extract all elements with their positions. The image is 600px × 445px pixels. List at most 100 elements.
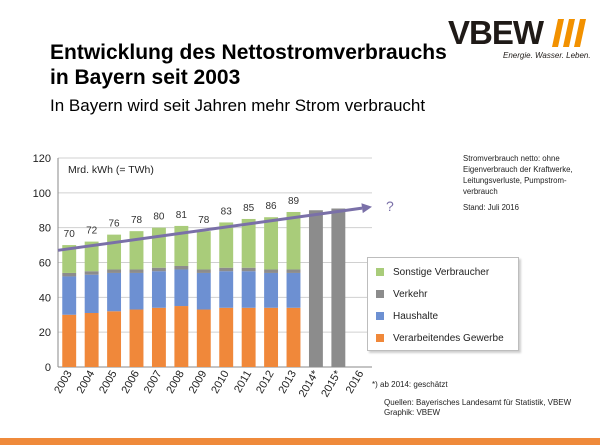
bar-segment [264, 269, 279, 273]
total-label: 70 [64, 229, 76, 240]
bar-segment [286, 307, 301, 367]
x-tick-label: 2016 [344, 369, 367, 396]
x-tick-label: 2005 [97, 369, 120, 396]
x-tick-label: 2004 [75, 369, 98, 396]
total-label: 86 [266, 201, 278, 212]
definition-text: Stromverbrauch netto: ohne Eigenverbrauc… [463, 154, 573, 196]
bar-segment [174, 265, 189, 270]
bar-segment [241, 307, 256, 367]
bar-segment [62, 314, 77, 367]
total-labels: 70 72 76 78 80 81 78 83 85 86 89 [64, 196, 300, 240]
x-tick-label: 2011 [232, 369, 254, 395]
definition-note: Stromverbrauch netto: ohne Eigenverbrauc… [463, 153, 593, 213]
bar-segment [107, 311, 122, 367]
bar-segment [264, 217, 279, 270]
total-label: 78 [131, 215, 143, 226]
bar-segment [219, 222, 234, 268]
x-tick-label: 2003 [52, 369, 75, 396]
legend-swatch [376, 312, 384, 320]
y-axis-ticks: 0 20 40 60 80 100 120 [33, 153, 51, 374]
bar-segment [264, 272, 279, 308]
bar-segment [174, 306, 189, 367]
legend-item: Verarbeitendes Gewerbe [376, 333, 504, 345]
y-tick-label: 120 [33, 153, 51, 165]
total-label: 83 [221, 206, 233, 217]
total-label: 72 [86, 226, 98, 237]
bar-segment [174, 225, 189, 266]
total-label: 81 [176, 210, 188, 221]
legend-swatch [376, 268, 384, 276]
legend-label: Verkehr [393, 289, 428, 300]
y-tick-label: 80 [39, 223, 51, 235]
logo-tagline: Energie. Wasser. Leben. [503, 51, 591, 60]
bar-segment [129, 231, 144, 270]
bar-segment [286, 272, 301, 308]
bar-segment [196, 309, 211, 367]
total-label: 80 [153, 212, 165, 223]
x-tick-label: 2012 [254, 369, 277, 396]
bar-segment [84, 274, 99, 314]
bar-segment [107, 234, 122, 270]
sources: Quellen: Bayerisches Landesamt für Stati… [384, 398, 571, 418]
legend-item: Verkehr [376, 289, 427, 301]
bar-segment [62, 272, 77, 277]
bar-segment [151, 307, 166, 367]
bar-segment [129, 269, 144, 273]
bar-segment [151, 271, 166, 308]
bar-segment [331, 208, 346, 367]
total-label: 78 [198, 215, 210, 226]
y-tick-label: 0 [45, 362, 51, 374]
trend-question-mark: ? [386, 198, 394, 214]
bar-segment [129, 272, 144, 310]
bar-segment [174, 269, 189, 307]
x-tick-label: 2007 [142, 369, 165, 396]
grid-lines [57, 157, 372, 368]
y-tick-label: 40 [39, 292, 51, 304]
bar-segment [219, 271, 234, 308]
legend-label: Sonstige Verbraucher [393, 267, 490, 278]
bar-segment [264, 307, 279, 367]
chart-legend: Sonstige Verbraucher Verkehr Haushalte Vera… [367, 257, 519, 351]
bar-segment [241, 267, 256, 272]
slide-subtitle: In Bayern wird seit Jahren mehr Strom ve… [50, 96, 426, 115]
bar-segment [241, 218, 256, 268]
logo-slashes-icon [552, 19, 586, 47]
bottom-band [0, 438, 600, 445]
bar-segment [62, 276, 77, 315]
bar-segment [219, 267, 234, 272]
y-tick-label: 20 [39, 327, 51, 339]
bar-segment [196, 231, 211, 270]
bar-segment [62, 245, 77, 273]
bar-segment [84, 241, 99, 272]
bar-segment [286, 269, 301, 273]
bar-segment [107, 269, 122, 273]
stand-date: Stand: Juli 2016 [463, 203, 519, 212]
bar-stacks [62, 208, 346, 367]
bar-segment [84, 313, 99, 367]
graphic-credit: Graphik: VBEW [384, 408, 441, 417]
x-tick-label: 2006 [119, 369, 142, 396]
x-tick-label: 2008 [164, 369, 187, 396]
total-label: 76 [109, 219, 121, 230]
y-tick-label: 60 [39, 258, 51, 270]
y-tick-label: 100 [33, 188, 51, 200]
x-tick-label: 2015* [319, 368, 344, 400]
bar-segment [219, 307, 234, 367]
trend-line [57, 206, 363, 252]
total-label: 85 [243, 203, 255, 214]
legend-swatch [376, 290, 384, 298]
legend-label: Haushalte [393, 311, 439, 322]
x-tick-label: 2010 [209, 369, 232, 396]
slide-title: Entwicklung des Nettostromverbrauchs in … [50, 41, 447, 89]
bar-segment [151, 267, 166, 272]
legend-swatch [376, 334, 384, 342]
total-label: 89 [288, 196, 300, 207]
bar-segment [196, 272, 211, 310]
vbew-logo: VBEW Energie. Wasser. Leben. [448, 14, 591, 62]
bar-segment [308, 210, 323, 367]
bar-segment [129, 309, 144, 367]
trend-arrowhead [361, 203, 372, 214]
unit-label: Mrd. kWh (= TWh) [68, 164, 154, 176]
bar-segment [107, 272, 122, 312]
